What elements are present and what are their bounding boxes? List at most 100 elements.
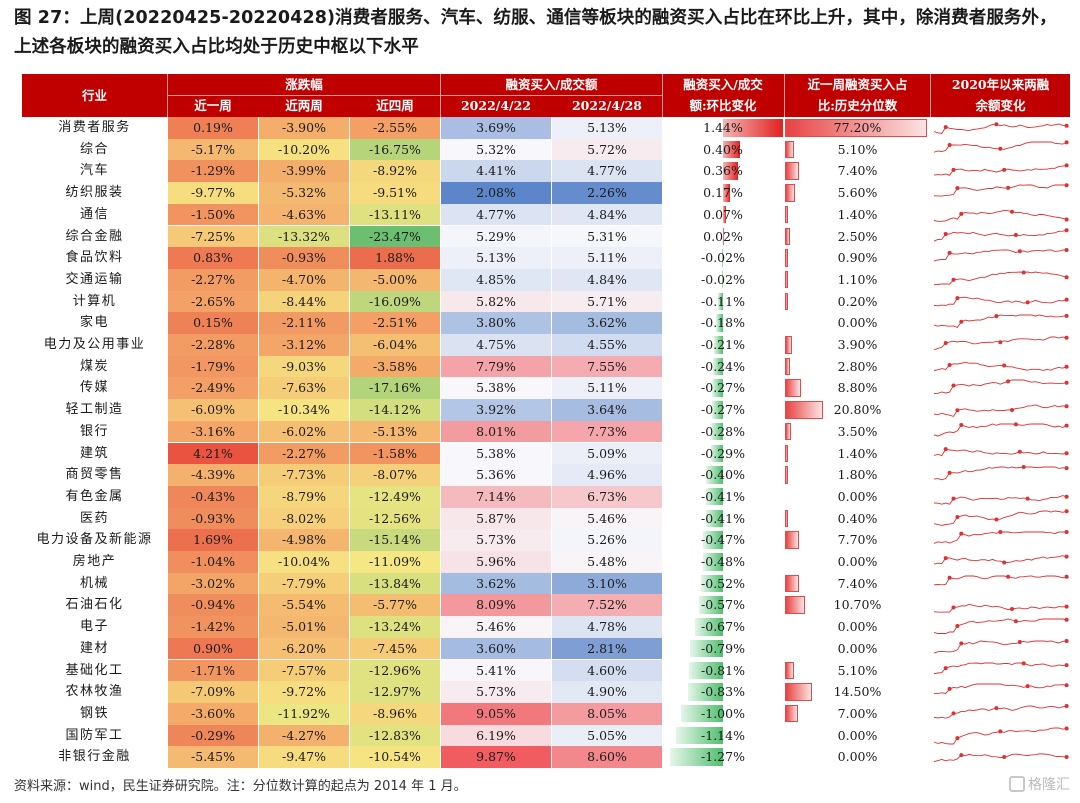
ratio-change: -0.47% bbox=[663, 529, 783, 551]
change-week2: -3.90% bbox=[259, 117, 349, 139]
table-row: 汽车 -1.29% -3.99% -8.92% 4.41% 4.77% 0.36% 7.40% bbox=[22, 160, 1070, 183]
sparkline-marker bbox=[1064, 404, 1069, 409]
ratio-change: -0.52% bbox=[663, 573, 783, 595]
change-week2: -9.03% bbox=[259, 355, 349, 378]
ratio-change: -0.02% bbox=[663, 269, 783, 291]
sparkline-chart bbox=[933, 183, 1069, 197]
ratio-change-bar bbox=[713, 357, 723, 376]
industry-name: 计算机 bbox=[72, 293, 117, 309]
history-percentile: 7.40% bbox=[785, 160, 930, 182]
table-row: 银行 -3.16% -6.02% -5.13% 8.01% 7.73% -0.28% 3.50… bbox=[22, 420, 1070, 443]
change-week4: -16.09% bbox=[350, 290, 440, 313]
ratio-change-bar bbox=[718, 292, 723, 311]
ratio-change-value: -0.67% bbox=[701, 619, 745, 635]
table-row: 有色金属 -0.43% -8.79% -12.49% 7.14% 6.73% -0.41% 0… bbox=[22, 485, 1070, 508]
ratio-change-value: 0.36% bbox=[703, 163, 743, 179]
balance-sparkline bbox=[931, 508, 1070, 530]
table-row: 传媒 -2.49% -7.63% -17.16% 5.38% 5.11% -0.27% 8.8… bbox=[22, 377, 1070, 400]
header-industry: 行业 bbox=[81, 88, 107, 103]
header-bal-line1: 2020年以来两融 bbox=[951, 77, 1050, 92]
change-week2: -4.27% bbox=[259, 724, 349, 747]
ratio-date2: 8.60% bbox=[552, 746, 662, 768]
sparkline-marker bbox=[1017, 449, 1022, 454]
ratio-change: 0.02% bbox=[663, 226, 783, 248]
ratio-change-bar bbox=[714, 336, 723, 354]
sparkline-marker bbox=[998, 340, 1003, 345]
percentile-value: 0.20% bbox=[837, 293, 878, 309]
sparkline-marker bbox=[1064, 530, 1069, 535]
sparkline-marker bbox=[947, 251, 952, 256]
sparkline-marker bbox=[1064, 227, 1069, 232]
change-week1: -9.77% bbox=[168, 182, 258, 204]
percentile-value: 3.90% bbox=[837, 337, 878, 352]
change-week4: -10.54% bbox=[350, 746, 440, 768]
change-week4: -12.97% bbox=[350, 681, 440, 703]
sparkline-marker bbox=[1025, 496, 1030, 501]
history-percentile: 5.10% bbox=[785, 660, 930, 682]
balance-sparkline bbox=[931, 269, 1070, 291]
sparkline-marker bbox=[994, 517, 999, 522]
ratio-change-bar bbox=[706, 466, 723, 484]
sparkline-marker bbox=[959, 753, 964, 758]
ratio-change: -0.27% bbox=[663, 399, 783, 421]
sparkline-path bbox=[933, 123, 1067, 134]
sparkline-marker bbox=[943, 231, 948, 236]
change-week1: -4.39% bbox=[168, 464, 258, 486]
ratio-date2: 5.26% bbox=[552, 529, 662, 551]
change-week2: -0.93% bbox=[259, 247, 349, 269]
balance-sparkline bbox=[931, 616, 1070, 638]
balance-sparkline bbox=[931, 638, 1070, 660]
sparkline-marker bbox=[959, 641, 964, 646]
industry-name: 电力设备及新能源 bbox=[36, 532, 153, 548]
sparkline-marker bbox=[998, 729, 1003, 734]
sparkline-chart bbox=[933, 163, 1069, 177]
ratio-change-bar bbox=[722, 249, 723, 267]
ratio-date2: 8.05% bbox=[552, 702, 662, 725]
ratio-change-bar bbox=[701, 574, 723, 593]
history-percentile: 8.80% bbox=[785, 377, 930, 399]
change-week1: -1.04% bbox=[168, 551, 258, 573]
change-week4: -13.24% bbox=[350, 616, 440, 638]
sparkline-chart bbox=[933, 660, 1069, 674]
ratio-change-value: -0.47% bbox=[701, 532, 745, 548]
industry-name: 钢铁 bbox=[79, 705, 109, 721]
industry-name: 电力及公用事业 bbox=[43, 337, 146, 352]
change-week2: -9.72% bbox=[259, 681, 349, 703]
ratio-change-bar bbox=[722, 270, 723, 289]
sparkline-marker bbox=[1064, 554, 1069, 559]
industry-name: 食品饮料 bbox=[65, 250, 124, 266]
table-row: 通信 -1.50% -4.63% -13.11% 4.77% 4.84% 0.07% 1.40… bbox=[22, 203, 1070, 226]
table-row: 机械 -3.02% -7.79% -13.84% 3.62% 3.10% -0.52% 7.4… bbox=[22, 572, 1070, 595]
percentile-value: 1.80% bbox=[837, 467, 878, 483]
change-week2: -7.73% bbox=[259, 464, 349, 486]
sparkline-chart bbox=[933, 753, 1069, 763]
ratio-change-value: -0.24% bbox=[701, 358, 745, 374]
percentile-bar bbox=[785, 683, 812, 701]
sparkline-marker bbox=[1006, 186, 1011, 191]
sparkline-marker bbox=[1013, 232, 1018, 237]
percentile-value: 3.50% bbox=[837, 423, 878, 439]
change-week1: -5.45% bbox=[168, 746, 258, 768]
ratio-date1: 3.60% bbox=[441, 637, 551, 660]
percentile-bar bbox=[785, 336, 793, 354]
change-week2: -3.99% bbox=[259, 160, 349, 183]
sparkline-marker bbox=[1064, 617, 1069, 622]
change-week4: -12.83% bbox=[350, 724, 440, 747]
percentile-value: 5.10% bbox=[837, 662, 878, 678]
ratio-change: -0.29% bbox=[663, 443, 783, 465]
sparkline-chart bbox=[933, 604, 1069, 614]
ratio-change: -0.11% bbox=[663, 291, 783, 313]
sparkline-marker bbox=[1006, 574, 1011, 579]
ratio-change-bar bbox=[705, 487, 723, 506]
sparkline-marker bbox=[1064, 508, 1069, 513]
balance-sparkline bbox=[931, 139, 1070, 161]
figure-title: 图 27：上周(20220425-20220428)消费者服务、汽车、纺服、通信… bbox=[14, 8, 1057, 57]
table-header: 行业 涨跌幅 近一周 近两周 近四周 融资买入/成交额 2022/4/22 20… bbox=[22, 74, 1070, 117]
sparkline-marker bbox=[951, 383, 956, 388]
sparkline-path bbox=[933, 466, 1067, 481]
sparkline-marker bbox=[1064, 466, 1069, 471]
ratio-date1: 5.41% bbox=[441, 659, 551, 682]
sparkline-marker bbox=[1064, 683, 1069, 688]
ratio-change-value: -1.27% bbox=[701, 749, 745, 765]
change-week1: -1.50% bbox=[168, 203, 258, 226]
